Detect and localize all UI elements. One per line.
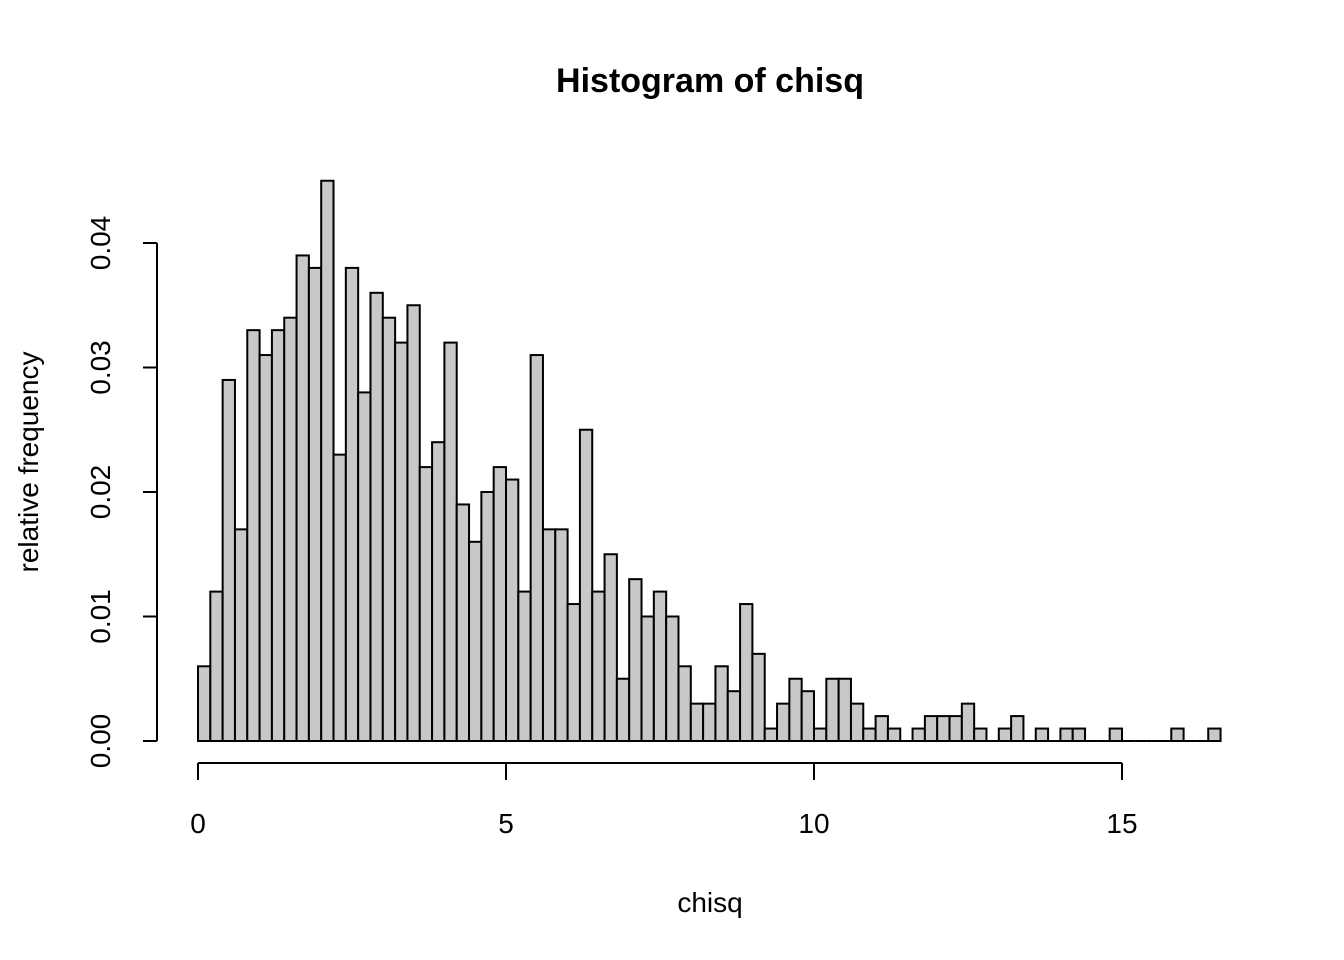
histogram-bar (591, 590, 606, 742)
histogram-bar (1034, 727, 1050, 742)
histogram-bar (517, 590, 532, 742)
histogram-bar (1170, 727, 1185, 742)
x-axis: 0 5 10 15 (190, 762, 1138, 839)
histogram-bar (788, 677, 803, 742)
histogram-bar (973, 727, 988, 742)
histogram-bar (492, 466, 507, 742)
histogram-bar (813, 727, 828, 742)
histogram-bar (246, 329, 261, 742)
histogram-bar (320, 179, 335, 742)
histogram-bar (1059, 727, 1074, 742)
histogram-bar (652, 590, 668, 742)
histogram-bar (233, 528, 249, 742)
histogram-bar (640, 615, 655, 742)
y-axis: 0.00 0.01 0.02 0.03 0.04 (85, 216, 158, 769)
histogram-bar (960, 702, 976, 743)
histogram-bar (431, 441, 446, 742)
histogram-bar (209, 590, 224, 742)
histogram-bar (837, 677, 852, 742)
histogram-bar (776, 702, 791, 743)
histogram-bar (406, 304, 421, 742)
histogram-bar (726, 690, 742, 743)
chart-title: Histogram of chisq (556, 62, 864, 100)
x-tick-label: 0 (190, 808, 206, 839)
histogram-bar (911, 727, 926, 742)
histogram-bar (394, 341, 409, 742)
histogram-bar (455, 503, 471, 743)
histogram-bar (628, 578, 643, 743)
histogram-bar (1010, 715, 1025, 742)
histogram-bar (307, 266, 323, 742)
histogram-bar (332, 453, 347, 742)
histogram-bar (702, 702, 717, 743)
histogram-bar (763, 727, 779, 742)
histogram-bar (714, 665, 729, 742)
histogram-bar (689, 702, 705, 743)
histogram-bar (566, 603, 581, 742)
histogram-bar (849, 702, 865, 743)
x-tick-label: 10 (798, 808, 829, 839)
y-tick-label: 0.00 (85, 714, 116, 769)
histogram-bar (1071, 727, 1087, 742)
histogram-bar (270, 329, 286, 742)
histogram-bar (1108, 727, 1124, 742)
histogram-bar (997, 727, 1013, 742)
histogram-bar (443, 341, 458, 742)
histogram-bar (862, 727, 877, 742)
histogram-bar (505, 478, 520, 742)
histogram-bar (603, 553, 618, 742)
x-axis-title: chisq (677, 887, 742, 918)
x-tick-label: 5 (498, 808, 514, 839)
histogram-bar (739, 603, 754, 742)
histogram-bar (369, 291, 384, 742)
histogram-bar (948, 715, 963, 742)
y-tick-label: 0.04 (85, 216, 116, 271)
histogram-bar (295, 254, 310, 742)
histogram-bar (357, 391, 372, 742)
histogram-bar (197, 665, 212, 742)
histogram-bar (800, 690, 815, 743)
histogram-bar (283, 316, 298, 742)
histogram-bar (554, 528, 569, 742)
histogram-bar (677, 665, 692, 742)
histogram-bar (615, 677, 631, 742)
histogram-bar (381, 316, 397, 742)
histogram-bar (258, 354, 273, 742)
histogram-bar (578, 428, 594, 742)
histogram-bar (529, 354, 544, 742)
histogram-bar (923, 715, 939, 742)
y-tick-label: 0.03 (85, 340, 116, 395)
histogram-bar (886, 727, 902, 742)
x-tick-label: 15 (1106, 808, 1137, 839)
histogram-bar (751, 652, 766, 742)
histogram-bar (1207, 727, 1222, 742)
histogram-bar (221, 378, 236, 742)
histogram-bar (418, 466, 434, 742)
bar-group (197, 179, 1222, 743)
y-tick-label: 0.01 (85, 589, 116, 644)
y-axis-title: relative frequency (13, 351, 44, 572)
histogram-bar (541, 528, 557, 742)
histogram-bar (936, 715, 951, 742)
histogram-bar (874, 715, 889, 742)
histogram-bar (825, 677, 840, 742)
histogram-bar (665, 615, 680, 742)
y-tick-label: 0.02 (85, 465, 116, 520)
histogram-bar (344, 266, 360, 742)
histogram-bar (480, 491, 495, 742)
histogram-bar (468, 540, 483, 742)
